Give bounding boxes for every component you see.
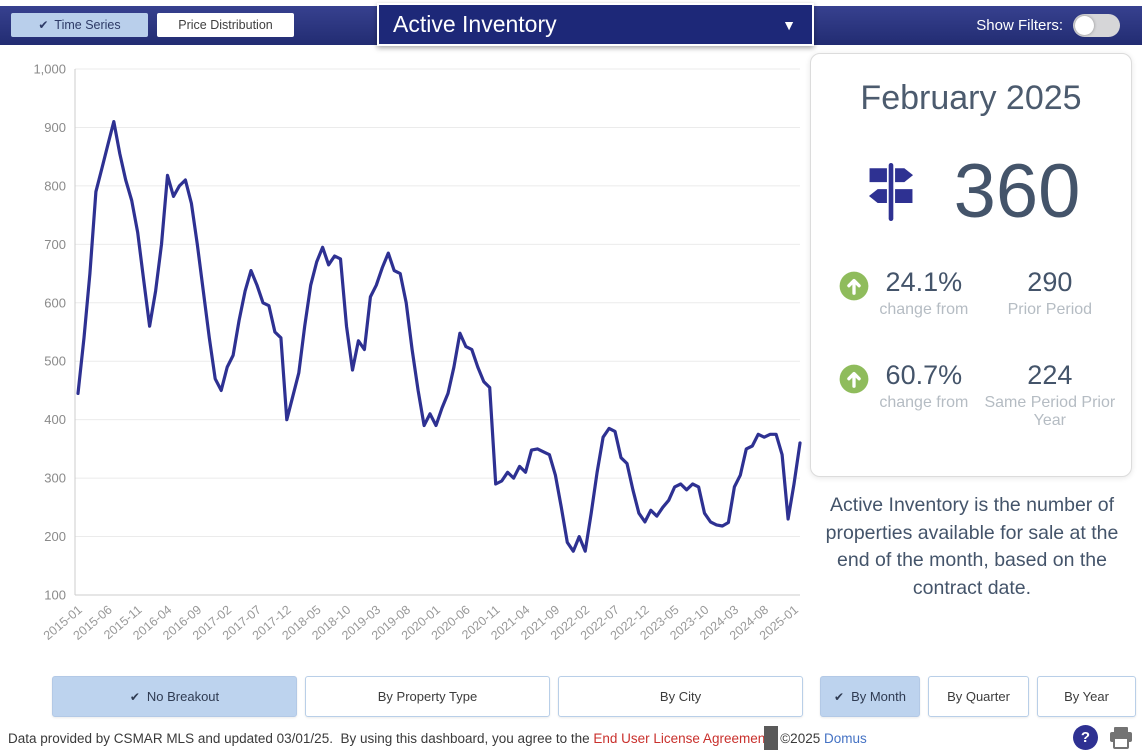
summary-panel: February 2025 360 24.1% chan (810, 53, 1132, 477)
panel-month-title: February 2025 (860, 79, 1082, 117)
print-button[interactable] (1108, 725, 1134, 750)
by-city-button[interactable]: By City (558, 676, 803, 717)
by-quarter-label: By Quarter (947, 689, 1010, 704)
inventory-line-chart: 1,0009008007006005004003002001002015-012… (33, 62, 802, 643)
metric-dropdown[interactable]: Active Inventory ▼ (377, 3, 814, 46)
prior-year-percent: 60.7% (885, 359, 963, 390)
up-arrow-icon (839, 364, 869, 394)
by-city-label: By City (659, 689, 702, 704)
price-distribution-label: Price Distribution (178, 18, 273, 32)
signpost-icon (868, 163, 913, 222)
by-property-type-label: By Property Type (377, 689, 478, 704)
svg-text:400: 400 (44, 412, 66, 427)
scrollbar-thumb[interactable] (764, 726, 778, 750)
svg-text:300: 300 (44, 471, 66, 486)
prior-period-percent: 24.1% (885, 267, 963, 298)
check-icon: ✔ (38, 18, 49, 32)
metric-dropdown-value: Active Inventory (393, 11, 557, 37)
svg-text:700: 700 (44, 237, 66, 252)
prior-year-percent-caption: change from (879, 393, 969, 411)
no-breakout-button[interactable]: ✔ No Breakout (52, 676, 297, 717)
by-year-button[interactable]: By Year (1037, 676, 1136, 717)
breakout-button-group: ✔ No Breakout By Property Type By City (52, 676, 803, 717)
show-filters-control: Show Filters: (976, 6, 1120, 45)
price-distribution-button[interactable]: Price Distribution (157, 13, 294, 37)
show-filters-toggle[interactable] (1073, 14, 1120, 37)
chevron-down-icon: ▼ (782, 16, 796, 33)
prior-period-change: 24.1% change from (825, 267, 983, 319)
no-breakout-label: No Breakout (146, 689, 220, 704)
prior-period-stat-row: 24.1% change from 290 Prior Period (811, 267, 1131, 319)
svg-text:100: 100 (44, 588, 66, 603)
question-icon: ? (1080, 729, 1091, 746)
prior-period-percent-caption: change from (879, 300, 969, 318)
svg-text:500: 500 (44, 354, 66, 369)
by-quarter-button[interactable]: By Quarter (928, 676, 1029, 717)
check-icon: ✔ (834, 689, 845, 704)
svg-text:200: 200 (44, 529, 66, 544)
svg-text:1,000: 1,000 (33, 62, 66, 77)
toggle-knob (1075, 16, 1094, 35)
up-arrow-icon (839, 271, 869, 301)
by-year-label: By Year (1064, 689, 1109, 704)
svg-text:800: 800 (44, 178, 66, 193)
show-filters-label: Show Filters: (976, 17, 1063, 34)
current-value: 360 (953, 149, 1081, 234)
prior-year-stat-row: 60.7% change from 224 Same Period Prior … (811, 359, 1131, 430)
metric-description: Active Inventory is the number of proper… (825, 494, 1119, 600)
by-month-label: By Month (851, 689, 906, 704)
prior-period-value-caption: Prior Period (1007, 300, 1093, 318)
by-property-type-button[interactable]: By Property Type (305, 676, 550, 717)
footer-text: Data provided by CSMAR MLS and updated 0… (8, 730, 594, 746)
prior-year-change: 60.7% change from (825, 359, 983, 430)
prior-year-value: 224 (1027, 359, 1073, 390)
footer: Data provided by CSMAR MLS and updated 0… (0, 725, 1142, 751)
domus-link[interactable]: Domus (823, 730, 867, 746)
time-series-button[interactable]: ✔ Time Series (11, 13, 148, 37)
stats-block: 24.1% change from 290 Prior Period (811, 267, 1131, 430)
svg-text:900: 900 (44, 120, 66, 135)
prior-year-value-caption: Same Period Prior Year (984, 393, 1116, 429)
help-button[interactable]: ? (1073, 725, 1098, 750)
period-button-group: ✔ By Month By Quarter By Year (820, 676, 1136, 717)
time-series-chart-area: 1,000 900 800 700 600 500 400 300 200 100 2015-01 2… (0, 45, 810, 670)
by-month-button[interactable]: ✔ By Month (820, 676, 920, 717)
prior-period-value: 290 (1027, 267, 1073, 298)
check-icon: ✔ (129, 689, 140, 704)
time-series-label: Time Series (54, 18, 121, 32)
current-value-row: 360 (811, 149, 1131, 234)
svg-text:600: 600 (44, 295, 66, 310)
eula-link[interactable]: End User License Agreement (593, 730, 769, 746)
